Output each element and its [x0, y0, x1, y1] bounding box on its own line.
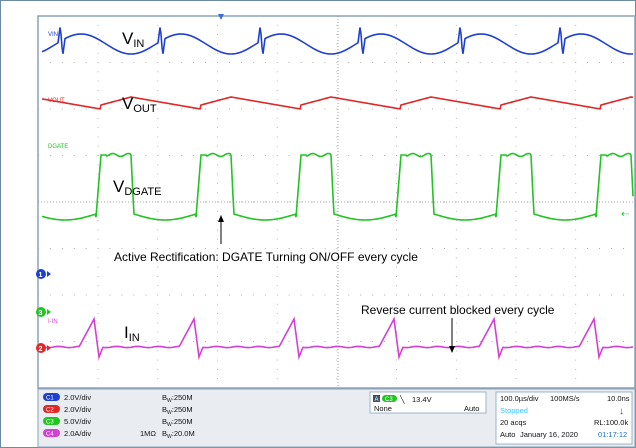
svg-text:C3: C3	[385, 397, 393, 403]
ch3-ground-marker[interactable]: 3	[36, 307, 51, 317]
trigger-source-badge	[382, 395, 397, 402]
dgate-trace	[41, 152, 634, 221]
svg-text:BW:20.0M: BW:20.0M	[162, 429, 195, 440]
channel-settings: C1 2.0V/div BW:250M C2 2.0V/div BW:250M …	[43, 393, 195, 440]
vin-trace	[41, 27, 634, 55]
svg-text:1: 1	[39, 272, 43, 279]
vout-tag: VOUT	[48, 98, 65, 104]
vin-tag: VIN	[48, 32, 58, 38]
svg-text:2: 2	[39, 346, 43, 353]
status-panel: C1 2.0V/div BW:250M C2 2.0V/div BW:250M …	[37, 388, 636, 448]
timebase-settings[interactable]: 100.0µs/div 100MS/s 10.0ns Stopped ↓ 20 …	[495, 391, 633, 445]
iin-trace	[41, 316, 634, 361]
vin-label: VIN	[122, 29, 144, 50]
svg-text:2.0V/div: 2.0V/div	[64, 393, 91, 402]
svg-text:C4: C4	[46, 432, 54, 438]
ch1-setting-row[interactable]: C1 2.0V/div BW:250M	[43, 393, 193, 404]
reverse-current-arrowhead	[449, 346, 455, 353]
acquisition-mode: Auto	[500, 430, 515, 439]
svg-text:BW:250M: BW:250M	[162, 417, 193, 428]
svg-text:1MΩ: 1MΩ	[140, 429, 156, 438]
channel-ground-markers: 1 3 2	[36, 269, 51, 353]
trigger-a-badge	[373, 395, 380, 402]
trigger-settings[interactable]: A C3 ╲ 13.4V None Auto	[369, 391, 487, 414]
run-indicator-icon: ↓	[619, 406, 624, 417]
trigger-level: 13.4V	[412, 395, 432, 404]
waveforms	[41, 27, 634, 361]
svg-text:2.0V/div: 2.0V/div	[64, 405, 91, 414]
acquisition-count: 20 acqs	[500, 418, 527, 427]
svg-text:A: A	[375, 397, 379, 403]
svg-text:BW:250M: BW:250M	[162, 405, 193, 416]
graticule	[37, 15, 636, 389]
capture-date: January 16, 2020	[520, 430, 578, 439]
sample-rate: 100MS/s	[550, 394, 580, 403]
vout-trace	[41, 96, 634, 110]
record-length: RL:100.0k	[594, 418, 628, 427]
ch1-ground-marker[interactable]: 1	[36, 269, 51, 279]
iin-label: IIN	[124, 323, 140, 344]
ch3-setting-row[interactable]: C3 5.0V/div BW:250M	[43, 417, 193, 428]
vout-label: VOUT	[122, 94, 157, 115]
dgate-tag: DGATE	[48, 144, 68, 150]
acquisition-state: Stopped	[500, 406, 528, 415]
svg-text:C2: C2	[46, 408, 54, 414]
reverse-current-note: Reverse current blocked every cycle	[361, 303, 555, 317]
capture-time: 01:17:12	[598, 430, 627, 439]
sample-interval: 10.0ns	[607, 394, 630, 403]
trigger-slope-icon: ╲	[399, 394, 406, 404]
iin-tag: I-IN	[48, 319, 58, 325]
trigger-level-arrow-icon[interactable]: ⇠	[621, 209, 629, 220]
ch2-ground-marker[interactable]: 2	[36, 343, 51, 353]
trigger-mode: Auto	[464, 404, 479, 413]
svg-text:C1: C1	[46, 396, 54, 402]
svg-text:2.0A/div: 2.0A/div	[64, 429, 91, 438]
active-rect-arrowhead	[218, 215, 224, 222]
svg-text:C3: C3	[46, 420, 54, 426]
svg-text:BW:250M: BW:250M	[162, 393, 193, 404]
trigger-position-marker[interactable]	[218, 14, 224, 20]
horizontal-scale: 100.0µs/div	[500, 394, 539, 403]
ch2-setting-row[interactable]: C2 2.0V/div BW:250M	[43, 405, 193, 416]
svg-text:3: 3	[39, 310, 43, 317]
trigger-filter: None	[374, 404, 392, 413]
ch4-setting-row[interactable]: C4 2.0A/div 1MΩ BW:20.0M	[43, 429, 195, 440]
vdgate-label: VDGATE	[113, 177, 161, 198]
svg-text:5.0V/div: 5.0V/div	[64, 417, 91, 426]
active-rectification-note: Active Rectification: DGATE Turning ON/O…	[114, 250, 418, 264]
